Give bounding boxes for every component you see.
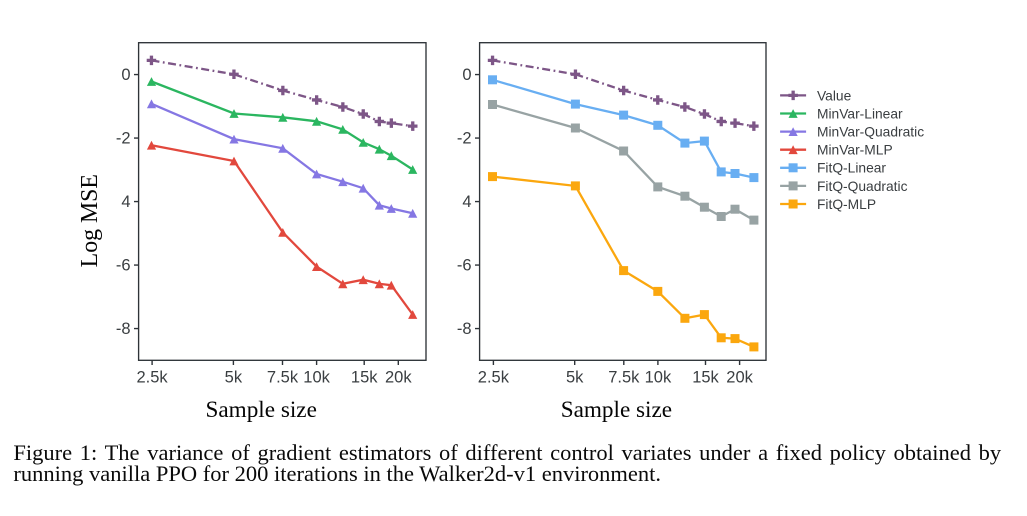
- svg-text:15k: 15k: [351, 369, 378, 387]
- svg-text:Sample size: Sample size: [205, 397, 316, 423]
- svg-text:-2: -2: [116, 130, 131, 148]
- svg-text:Sample size: Sample size: [561, 397, 672, 423]
- svg-text:-8: -8: [116, 320, 131, 338]
- svg-text:-8: -8: [457, 320, 472, 338]
- svg-text:-6: -6: [457, 257, 472, 275]
- svg-text:10k: 10k: [645, 369, 672, 387]
- svg-text:MinVar-MLP: MinVar-MLP: [817, 143, 893, 158]
- svg-text:-6: -6: [116, 257, 131, 275]
- svg-text:FitQ-Linear: FitQ-Linear: [817, 161, 886, 176]
- svg-text:20k: 20k: [385, 369, 412, 387]
- svg-text:5k: 5k: [225, 369, 243, 387]
- svg-text:FitQ-MLP: FitQ-MLP: [817, 197, 876, 212]
- svg-text:15k: 15k: [692, 369, 719, 387]
- svg-text:4: 4: [121, 193, 130, 211]
- svg-text:Value: Value: [817, 88, 852, 103]
- svg-text:5k: 5k: [566, 369, 584, 387]
- svg-text:-2: -2: [457, 130, 472, 148]
- svg-text:10k: 10k: [303, 369, 330, 387]
- svg-text:7.5k: 7.5k: [608, 369, 640, 387]
- svg-text:4: 4: [462, 193, 471, 211]
- svg-text:FitQ-Quadratic: FitQ-Quadratic: [817, 179, 908, 194]
- svg-text:MinVar-Quadratic: MinVar-Quadratic: [817, 125, 924, 140]
- svg-text:2.5k: 2.5k: [478, 369, 510, 387]
- svg-text:20k: 20k: [726, 369, 753, 387]
- svg-text:7.5k: 7.5k: [267, 369, 299, 387]
- svg-text:MinVar-Linear: MinVar-Linear: [817, 106, 903, 121]
- svg-text:0: 0: [462, 66, 471, 84]
- svg-text:Log MSE: Log MSE: [77, 174, 103, 267]
- svg-text:2.5k: 2.5k: [137, 369, 169, 387]
- svg-text:0: 0: [121, 66, 130, 84]
